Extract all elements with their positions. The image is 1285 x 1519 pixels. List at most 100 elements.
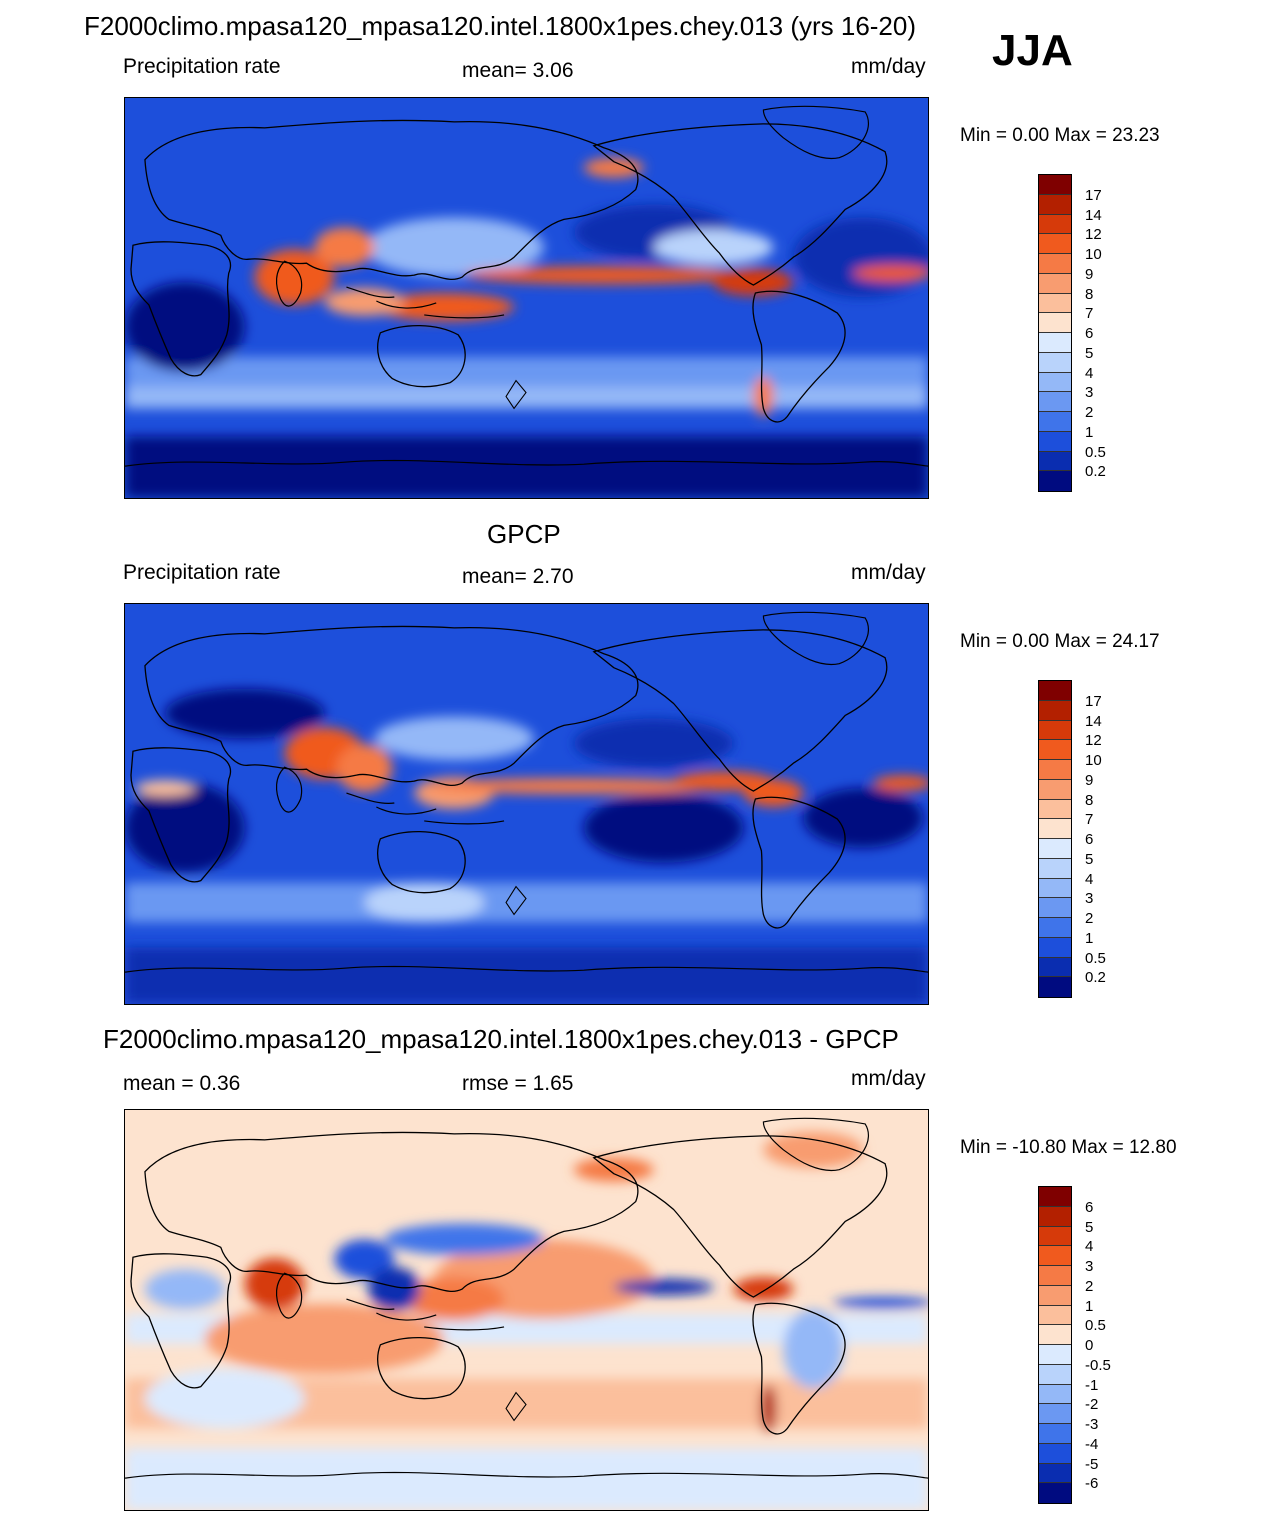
precip-colorbar-swatch	[1039, 740, 1071, 760]
diff-colorbar-swatch	[1039, 1463, 1071, 1484]
diff-colorbar-swatch	[1039, 1187, 1071, 1207]
precip-colorbar-swatch	[1039, 352, 1071, 373]
colorbar-tick-label: 14	[1085, 712, 1102, 730]
diff-colorbar-swatch	[1039, 1285, 1071, 1306]
colorbar-tick-label: 4	[1085, 1238, 1094, 1256]
colorbar-tick-label: 5	[1085, 1218, 1094, 1236]
colorbar-tick-label: 10	[1085, 246, 1102, 263]
panel3-minmax: Min = -10.80 Max = 12.80	[960, 1137, 1177, 1158]
diff-colorbar-swatch	[1039, 1443, 1071, 1464]
colorbar-tick-label: 6	[1085, 831, 1094, 848]
precip-colorbar-swatch	[1039, 779, 1071, 800]
precip-colorbar-swatch	[1039, 700, 1071, 721]
colorbar-tick-label: -3	[1085, 1416, 1099, 1433]
precip-colorbar-swatch	[1039, 819, 1071, 839]
colorbar-tick-label: 4	[1085, 870, 1094, 888]
precip-colorbar-swatch	[1039, 977, 1071, 997]
precip-colorbar-swatch	[1039, 175, 1071, 195]
diff-colorbar-swatch	[1039, 1364, 1071, 1385]
colorbar-tick-label: 17	[1085, 186, 1102, 204]
diff-colorbar-swatch	[1039, 1206, 1071, 1227]
colorbar-tick-label: 17	[1085, 692, 1102, 710]
diff-colorbar-swatch	[1039, 1384, 1071, 1405]
colorbar-tick-label: 3	[1085, 890, 1094, 908]
colorbar-tick-label: 6	[1085, 1198, 1094, 1216]
colorbar-tick-label: 3	[1085, 384, 1094, 402]
precip-colorbar-swatch	[1039, 720, 1071, 741]
precip-colorbar-swatch	[1039, 234, 1071, 254]
precip-colorbar-swatch	[1039, 333, 1071, 353]
panel1-mean-label: mean= 3.06	[462, 59, 574, 82]
colorbar-tick-label: 1	[1085, 423, 1094, 441]
colorbar-tick-label: 1	[1085, 1297, 1094, 1315]
colorbar-tick-label: 0.5	[1085, 949, 1106, 967]
precip-colorbar-swatch	[1039, 878, 1071, 899]
precip-colorbar-swatch	[1039, 681, 1071, 701]
season-label: JJA	[992, 26, 1073, 75]
colorbar-tick-label: 5	[1085, 850, 1094, 868]
colorbar-tick-label: -2	[1085, 1396, 1099, 1414]
panel3-mean-label: mean = 0.36	[123, 1072, 241, 1095]
panel2-title: GPCP	[487, 519, 561, 549]
colorbar-tick-label: -6	[1085, 1475, 1099, 1493]
colorbar-tick-label: 3	[1085, 1258, 1094, 1275]
diff-colorbar-swatch	[1039, 1226, 1071, 1247]
precip-colorbar-swatch	[1039, 858, 1071, 879]
colorbar-tick-label: 1	[1085, 929, 1094, 947]
colorbar-tick-label: 12	[1085, 732, 1102, 750]
colorbar-tick-label: -0.5	[1085, 1356, 1111, 1374]
precip-colorbar-swatch	[1039, 372, 1071, 393]
colorbar-tick-label: 14	[1085, 206, 1102, 224]
colorbar-tick-label: 2	[1085, 1277, 1094, 1295]
panel3-title: F2000climo.mpasa120_mpasa120.intel.1800x…	[103, 1024, 899, 1054]
colorbar-tick-label: 0.5	[1085, 1317, 1106, 1335]
precip-colorbar-swatch	[1039, 431, 1071, 452]
colorbar-tick-label: 0	[1085, 1337, 1094, 1354]
case-title: F2000climo.mpasa120_mpasa120.intel.1800x…	[84, 11, 917, 41]
diff-colorbar-swatch	[1039, 1266, 1071, 1286]
colorbar-tick-label: 0.2	[1085, 969, 1106, 987]
diff-colorbar-swatch	[1039, 1305, 1071, 1326]
diff-colorbar-swatch	[1039, 1404, 1071, 1424]
colorbar-tick-label: -1	[1085, 1376, 1099, 1394]
panel1-units-label: mm/day	[851, 55, 926, 78]
panel2-variable-label: Precipitation rate	[123, 561, 281, 584]
panel1-colorbar	[1038, 174, 1072, 492]
diff-colorbar-swatch	[1039, 1345, 1071, 1365]
panel3-rmse-label: rmse = 1.65	[462, 1072, 574, 1095]
precip-colorbar-swatch	[1039, 194, 1071, 215]
colorbar-tick-label: 7	[1085, 305, 1094, 323]
colorbar-tick-label: 9	[1085, 265, 1094, 283]
precip-colorbar-swatch	[1039, 760, 1071, 780]
precip-colorbar-swatch	[1039, 937, 1071, 958]
precip-colorbar-swatch	[1039, 839, 1071, 859]
colorbar-tick-label: 6	[1085, 325, 1094, 342]
panel3-difference-map	[124, 1109, 929, 1511]
colorbar-tick-label: 4	[1085, 364, 1094, 382]
precip-colorbar-swatch	[1039, 918, 1071, 938]
colorbar-tick-label: 0.2	[1085, 463, 1106, 481]
precip-colorbar-swatch	[1039, 957, 1071, 978]
colorbar-tick-label: 12	[1085, 226, 1102, 244]
colorbar-tick-label: 9	[1085, 771, 1094, 789]
precip-colorbar-swatch	[1039, 412, 1071, 432]
precip-colorbar-swatch	[1039, 254, 1071, 274]
colorbar-tick-label: 2	[1085, 404, 1094, 421]
precip-colorbar-swatch	[1039, 313, 1071, 333]
panel3-colorbar	[1038, 1186, 1072, 1504]
precip-colorbar-swatch	[1039, 273, 1071, 294]
diff-colorbar-swatch	[1039, 1424, 1071, 1444]
panel1-minmax: Min = 0.00 Max = 23.23	[960, 125, 1160, 146]
precip-colorbar-swatch	[1039, 214, 1071, 235]
precip-colorbar-swatch	[1039, 392, 1071, 412]
diff-colorbar-swatch	[1039, 1325, 1071, 1345]
panel3-units-label: mm/day	[851, 1067, 926, 1090]
precip-colorbar-swatch	[1039, 293, 1071, 314]
panel1-model-precip-map	[124, 97, 929, 499]
panel2-mean-label: mean= 2.70	[462, 565, 574, 588]
panel2-minmax: Min = 0.00 Max = 24.17	[960, 631, 1160, 652]
colorbar-tick-label: 5	[1085, 344, 1094, 362]
colorbar-tick-label: 2	[1085, 910, 1094, 927]
panel2-colorbar	[1038, 680, 1072, 998]
precip-colorbar-swatch	[1039, 898, 1071, 918]
